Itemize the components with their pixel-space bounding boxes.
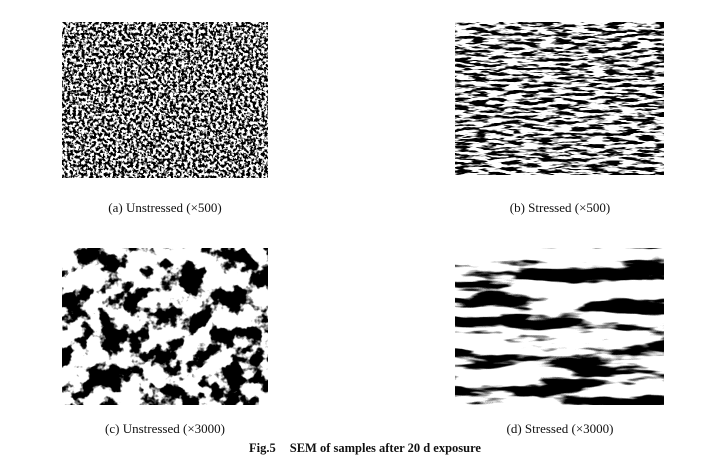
panel-caption-a: (a) Unstressed (×500) [108, 200, 222, 215]
panel-caption-d: (d) Stressed (×3000) [506, 421, 614, 436]
figure-title: SEM of samples after 20 d exposure [289, 441, 481, 455]
sem-image-a [62, 22, 268, 178]
sem-image-b [455, 22, 664, 175]
sem-image-c [62, 248, 268, 405]
figure-caption: Fig.5 SEM of samples after 20 d exposure [249, 441, 481, 456]
panel-caption-c: (c) Unstressed (×3000) [105, 421, 225, 436]
figure-number: Fig.5 [249, 441, 276, 455]
sem-image-d [455, 248, 664, 405]
panel-caption-b: (b) Stressed (×500) [509, 200, 611, 215]
